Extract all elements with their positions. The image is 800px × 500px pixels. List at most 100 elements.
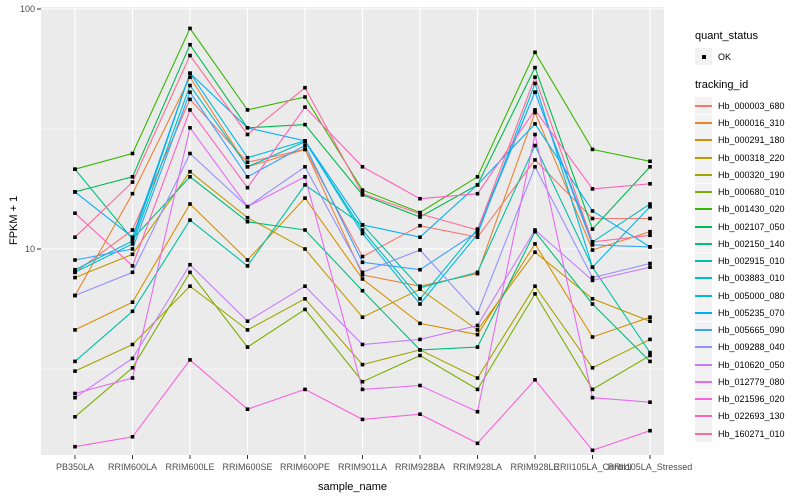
data-point (533, 75, 537, 79)
legend-item-Hb_009288_040: Hb_009288_040 (690, 338, 800, 356)
data-point (245, 258, 250, 262)
data-point (73, 258, 77, 262)
legend-item-label: Hb_022693_130 (718, 411, 785, 422)
data-point (533, 165, 537, 169)
data-point (475, 191, 480, 196)
data-point (418, 302, 422, 306)
data-point (590, 297, 595, 301)
legend-item-label: Hb_005000_080 (718, 290, 785, 301)
data-point (418, 285, 422, 290)
legend-item-label: Hb_000291_180 (718, 135, 785, 146)
legend-key-box (695, 425, 712, 443)
data-point (245, 108, 250, 112)
data-point (590, 302, 595, 306)
data-point (188, 42, 192, 47)
data-point (475, 270, 480, 275)
data-point (73, 395, 77, 400)
data-point (188, 108, 192, 112)
data-point (245, 155, 250, 160)
data-point (648, 182, 652, 186)
data-point (130, 435, 135, 439)
legend-item-Hb_005665_090: Hb_005665_090 (690, 321, 800, 339)
data-point (73, 328, 77, 332)
data-point (130, 191, 135, 196)
legend-key-box (695, 235, 712, 253)
data-point (130, 342, 135, 347)
data-point (303, 297, 307, 301)
data-point (533, 242, 537, 246)
data-point (590, 209, 595, 213)
data-point (648, 350, 652, 355)
data-point (533, 65, 537, 70)
data-point (418, 215, 422, 219)
data-point (360, 165, 365, 169)
legend-key-box (695, 304, 712, 322)
data-point (475, 409, 480, 414)
data-point (188, 169, 192, 174)
x-tick-label-RRIM928BA: RRIM928BA (395, 462, 445, 472)
data-point (188, 83, 192, 88)
data-point (303, 147, 307, 152)
legend-item-label: Hb_002915_010 (718, 256, 785, 267)
legend-item-Hb_001430_020: Hb_001430_020 (690, 200, 800, 218)
data-point (303, 196, 307, 200)
data-point (648, 315, 652, 319)
legend-item-label: Hb_005665_090 (718, 325, 785, 336)
legend-item-Hb_003883_010: Hb_003883_010 (690, 269, 800, 287)
data-point (303, 95, 307, 99)
data-point (188, 202, 192, 206)
x-tick-label-RRIM600LE: RRIM600LE (165, 462, 214, 472)
data-point (130, 151, 135, 156)
data-point (73, 275, 77, 280)
data-point (188, 26, 192, 31)
data-point (245, 264, 250, 268)
legend-key-box (695, 287, 712, 305)
data-point (590, 147, 595, 152)
data-point (188, 75, 192, 79)
data-point (360, 188, 365, 192)
data-point (418, 412, 422, 416)
x-tick-label-RRII105LA_Control: RRII105LA_Control (553, 462, 631, 472)
legend-item-label: Hb_012779_080 (718, 376, 785, 387)
data-point (245, 185, 250, 190)
data-point (475, 387, 480, 392)
data-point (590, 248, 595, 252)
data-point (360, 228, 365, 232)
data-point (418, 348, 422, 352)
data-point (360, 270, 365, 275)
data-point (245, 165, 250, 169)
data-point (590, 265, 595, 269)
legend-item-Hb_000291_180: Hb_000291_180 (690, 131, 800, 149)
series-line-swatch (695, 156, 712, 159)
data-point (188, 97, 192, 102)
data-point (188, 358, 192, 362)
data-point (73, 369, 77, 373)
x-tick-label-RRIM928LE: RRIM928LE (510, 462, 559, 472)
legend-key-box (695, 407, 712, 425)
data-point (475, 323, 480, 328)
data-point (418, 235, 422, 239)
data-point (303, 139, 307, 143)
data-point (73, 267, 77, 272)
data-point (533, 158, 537, 162)
data-point (648, 359, 652, 364)
legend-item-label: Hb_002107_050 (718, 221, 785, 232)
series-line-swatch (695, 346, 712, 349)
series-line-swatch (695, 277, 712, 280)
x-tick-label-RRIM600SE: RRIM600SE (222, 462, 272, 472)
series-line-swatch (695, 398, 712, 401)
data-point (533, 132, 537, 137)
data-point (648, 400, 652, 404)
series-line-swatch (695, 311, 712, 314)
data-point (648, 204, 652, 209)
data-point (475, 441, 480, 446)
legend-key-box (695, 356, 712, 374)
y-tick-label: 10 (25, 244, 35, 254)
legend-key-box (695, 200, 712, 218)
data-point (360, 362, 365, 367)
data-point (418, 223, 422, 228)
data-point (130, 235, 135, 239)
data-point (475, 345, 480, 349)
legend-item-Hb_160271_010: Hb_160271_010 (690, 425, 800, 443)
legend-key-box (695, 252, 712, 270)
